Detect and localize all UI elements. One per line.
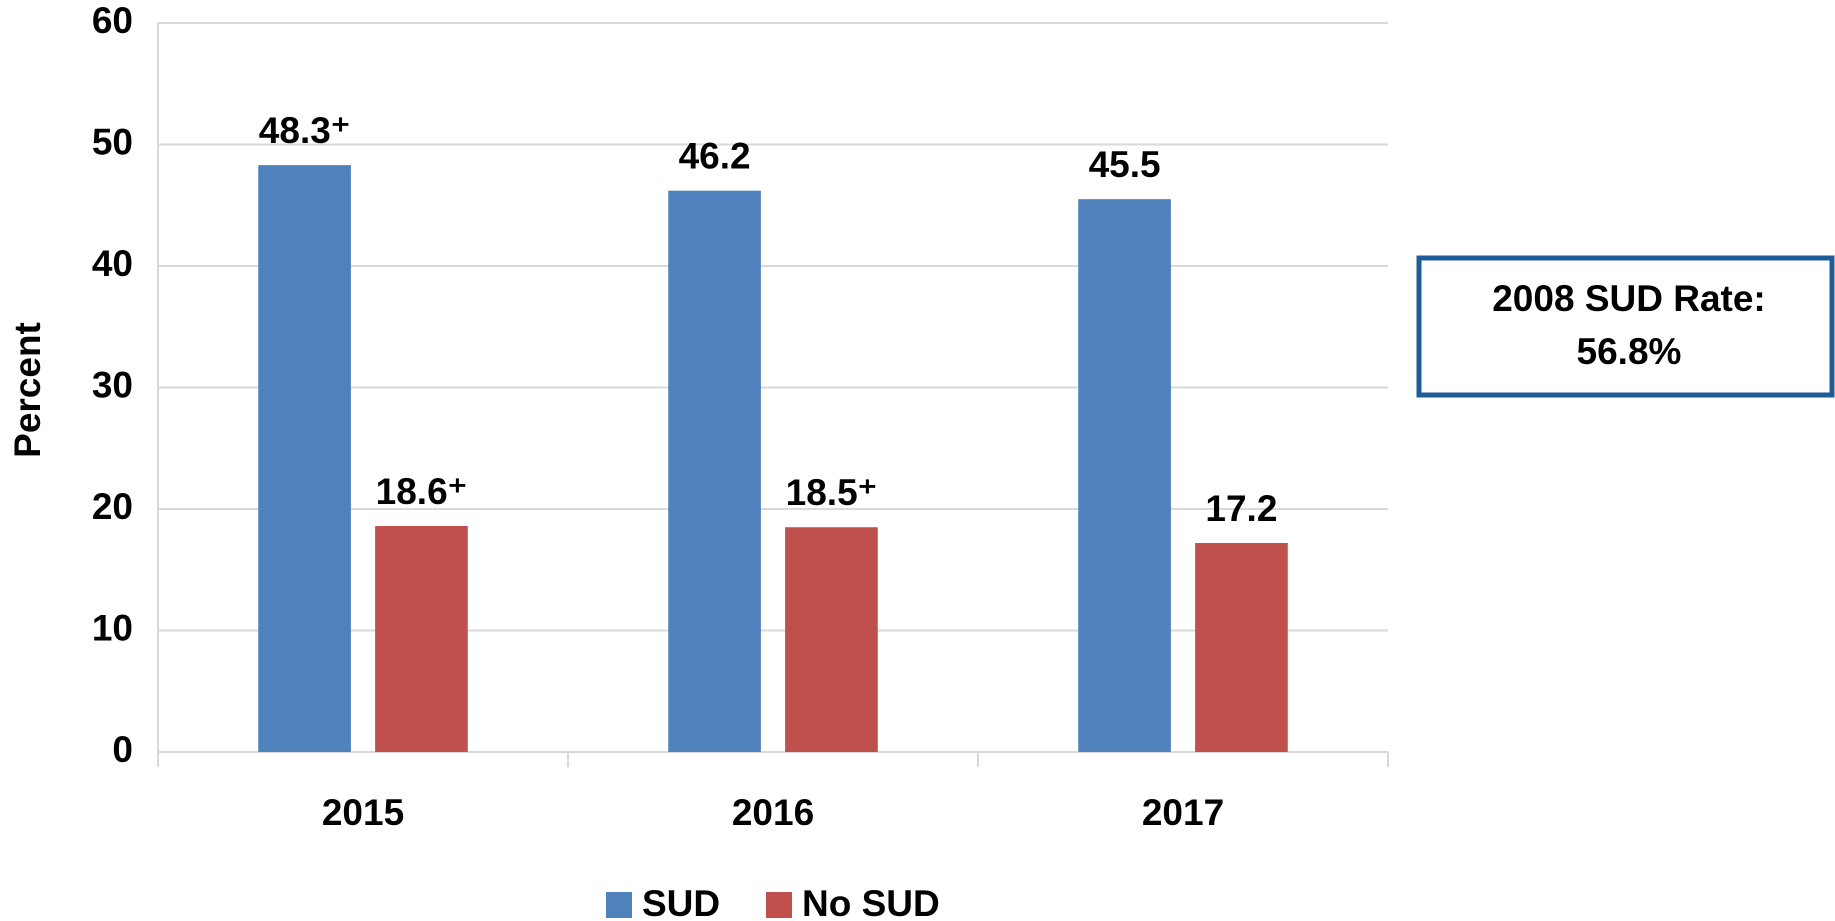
x-tick-label: 2015 — [322, 792, 404, 833]
value-label: 18.5⁺ — [786, 472, 878, 513]
bar — [375, 526, 468, 752]
value-label: 45.5 — [1089, 144, 1161, 185]
y-tick-label: 20 — [92, 486, 133, 527]
y-tick-label: 50 — [92, 121, 133, 162]
x-tick-label: 2017 — [1142, 792, 1224, 833]
value-label: 17.2 — [1205, 488, 1277, 529]
legend-swatch — [766, 892, 792, 918]
bar — [668, 190, 761, 753]
y-tick-label: 40 — [92, 243, 133, 284]
bar — [258, 165, 351, 752]
legend-label: No SUD — [802, 883, 940, 921]
value-label: 48.3⁺ — [259, 110, 351, 151]
annotation-box — [1416, 255, 1835, 398]
y-tick-label: 30 — [92, 364, 133, 405]
value-label: 18.6⁺ — [376, 471, 468, 512]
y-tick-label: 60 — [92, 0, 133, 41]
y-tick-label: 0 — [112, 729, 133, 770]
bar — [1078, 199, 1171, 753]
legend-swatch — [606, 892, 632, 918]
y-axis-label: Percent — [7, 322, 48, 458]
bar — [1195, 543, 1288, 752]
bar — [785, 527, 878, 752]
value-label: 46.2 — [679, 135, 751, 176]
annotation-line: 2008 SUD Rate: — [1492, 278, 1766, 319]
legend-label: SUD — [642, 883, 720, 921]
annotation-line: 56.8% — [1577, 331, 1682, 372]
y-tick-label: 10 — [92, 607, 133, 648]
x-tick-label: 2016 — [732, 792, 814, 833]
